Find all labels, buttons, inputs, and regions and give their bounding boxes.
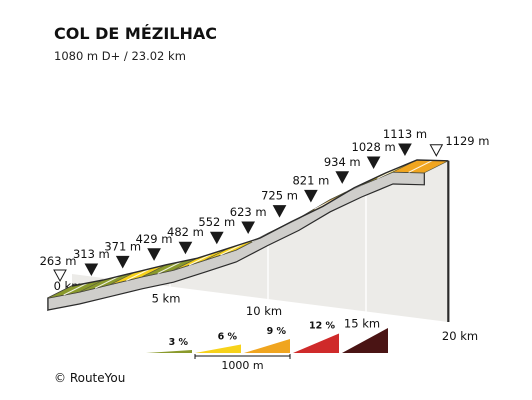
elevation-label: 371 m	[104, 239, 141, 253]
km-marker-icon	[209, 231, 224, 245]
km-marker-icon	[272, 205, 287, 218]
km-marker-icon	[178, 241, 193, 255]
summit-marker-icon	[53, 269, 67, 283]
elevation-label: 482 m	[167, 225, 204, 239]
km-marker-icon	[398, 143, 412, 157]
km-marker-icon	[304, 189, 318, 203]
gradient-ribbon	[47, 159, 449, 312]
legend-label: 3 %	[169, 337, 189, 348]
elevation-label: 1028 m	[352, 140, 396, 154]
legend-swatch	[195, 344, 241, 353]
legend-scale-label: 1000 m	[221, 359, 263, 372]
chart-subtitle: 1080 m D+ / 23.02 km	[54, 49, 186, 63]
km-marker-icon	[115, 255, 130, 269]
elevation-label: 552 m	[198, 215, 235, 229]
km-marker-icon	[335, 171, 350, 184]
elevation-label: 1113 m	[383, 127, 427, 141]
elevation-label: 429 m	[136, 232, 173, 246]
distance-tick-label: 15 km	[344, 317, 380, 331]
distance-tick-label: 10 km	[246, 304, 282, 318]
km-marker-icon	[366, 156, 381, 170]
elevation-label: 313 m	[73, 247, 110, 261]
summit-marker-icon	[429, 144, 444, 157]
legend-swatch	[146, 350, 192, 353]
gradient-legend: 3 % 6 % 9 % 12 % 1000 m	[146, 321, 388, 372]
ribbon-stripe	[94, 275, 120, 289]
elevation-label: 725 m	[261, 189, 298, 203]
legend-swatch	[293, 333, 339, 353]
chart-title: COL DE MÉZILHAC	[54, 24, 218, 43]
km-marker-icon	[241, 221, 256, 235]
elevation-label: 623 m	[230, 205, 267, 219]
elevation-label: 263 m	[40, 254, 77, 268]
ribbon-stripe	[63, 282, 88, 296]
distance-tick-label: 20 km	[442, 329, 478, 343]
elevation-label: 934 m	[324, 155, 361, 169]
ribbon-stripe	[126, 268, 151, 282]
legend-label: 6 %	[218, 332, 238, 343]
legend-swatch	[244, 339, 290, 353]
km-marker-icon	[147, 248, 161, 261]
routeyou-credit: © RouteYou	[54, 371, 126, 385]
distance-tick-label: 5 km	[152, 292, 181, 306]
legend-label: 9 %	[267, 326, 287, 337]
legend-label: 12 %	[309, 321, 336, 332]
ribbon-stripe	[157, 261, 183, 274]
elevation-label: 821 m	[292, 173, 329, 187]
ribbon-top-edge	[71, 159, 449, 287]
legend-swatch	[342, 328, 388, 353]
elevation-label: 1129 m	[445, 134, 489, 148]
ribbon-stripe	[408, 159, 433, 173]
km-marker-icon	[84, 263, 99, 277]
